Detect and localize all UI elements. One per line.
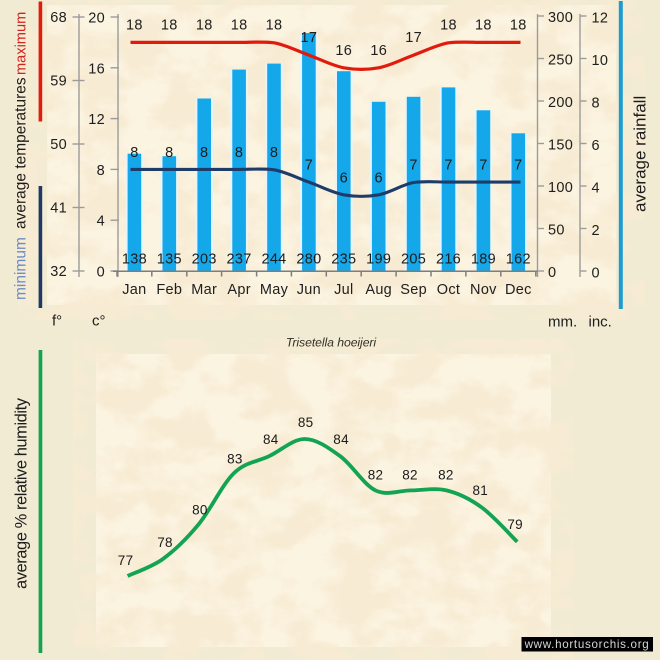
svg-text:135: 135 (157, 252, 182, 268)
svg-text:18: 18 (475, 17, 492, 33)
svg-text:0: 0 (548, 265, 556, 281)
svg-text:7: 7 (444, 158, 452, 174)
svg-text:8: 8 (200, 145, 208, 161)
svg-text:162: 162 (506, 252, 531, 268)
svg-text:Apr: Apr (227, 282, 250, 298)
svg-text:7: 7 (479, 158, 487, 174)
svg-text:78: 78 (157, 535, 173, 550)
svg-text:4: 4 (97, 214, 105, 230)
svg-text:Jul: Jul (334, 282, 353, 298)
svg-text:8: 8 (97, 163, 105, 179)
svg-text:82: 82 (438, 467, 454, 482)
svg-text:Dec: Dec (505, 282, 532, 298)
svg-text:maximum: maximum (14, 12, 30, 75)
svg-text:18: 18 (266, 17, 283, 33)
svg-text:18: 18 (510, 17, 527, 33)
svg-text:0: 0 (97, 265, 105, 281)
svg-text:6: 6 (375, 170, 383, 186)
svg-text:8: 8 (592, 96, 600, 112)
svg-text:7: 7 (305, 158, 313, 174)
svg-text:7: 7 (514, 158, 522, 174)
svg-text:Nov: Nov (470, 282, 497, 298)
svg-text:17: 17 (405, 30, 422, 46)
svg-text:199: 199 (366, 252, 391, 268)
svg-text:189: 189 (471, 252, 496, 268)
svg-text:7: 7 (409, 158, 417, 174)
svg-text:244: 244 (261, 252, 286, 268)
svg-text:200: 200 (548, 95, 573, 111)
svg-text:235: 235 (331, 252, 356, 268)
svg-text:inc.: inc. (589, 314, 612, 331)
svg-text:12: 12 (592, 11, 609, 27)
svg-text:16: 16 (88, 61, 105, 77)
svg-text:c°: c° (92, 313, 106, 330)
svg-text:18: 18 (161, 17, 178, 33)
svg-text:Oct: Oct (437, 282, 460, 298)
svg-text:Feb: Feb (156, 282, 182, 298)
svg-text:Aug: Aug (365, 282, 392, 298)
svg-text:205: 205 (401, 252, 426, 268)
svg-text:average temperatures: average temperatures (13, 77, 30, 229)
svg-text:Mar: Mar (191, 282, 217, 298)
svg-text:Trisetella hoeijeri: Trisetella hoeijeri (286, 336, 378, 350)
svg-text:41: 41 (50, 201, 67, 217)
svg-text:138: 138 (122, 252, 147, 268)
svg-text:18: 18 (231, 17, 248, 33)
svg-text:www.hortusorchis.org: www.hortusorchis.org (524, 638, 650, 651)
svg-text:59: 59 (50, 74, 67, 90)
svg-text:84: 84 (263, 432, 279, 447)
svg-text:237: 237 (227, 252, 252, 268)
svg-text:50: 50 (50, 137, 67, 153)
svg-text:50: 50 (548, 223, 565, 239)
svg-text:18: 18 (126, 17, 143, 33)
svg-text:32: 32 (50, 264, 67, 280)
svg-text:82: 82 (402, 467, 418, 482)
svg-text:8: 8 (165, 145, 173, 161)
svg-text:250: 250 (548, 53, 573, 69)
svg-text:85: 85 (298, 415, 314, 430)
svg-text:minimum: minimum (13, 237, 30, 300)
svg-text:83: 83 (227, 452, 243, 467)
svg-text:82: 82 (368, 467, 384, 482)
svg-text:16: 16 (335, 43, 352, 59)
svg-text:10: 10 (592, 53, 609, 69)
svg-text:20: 20 (88, 11, 105, 27)
svg-text:68: 68 (50, 10, 67, 26)
svg-text:77: 77 (118, 553, 134, 568)
svg-text:average % relative humidity: average % relative humidity (13, 397, 31, 589)
svg-text:0: 0 (592, 266, 600, 282)
svg-text:Jun: Jun (297, 282, 321, 298)
svg-text:17: 17 (301, 30, 318, 46)
svg-text:280: 280 (296, 252, 321, 268)
svg-text:mm.: mm. (548, 314, 577, 331)
svg-text:12: 12 (88, 112, 105, 128)
svg-text:216: 216 (436, 252, 461, 268)
svg-text:100: 100 (548, 180, 573, 196)
svg-text:May: May (260, 282, 289, 298)
svg-text:16: 16 (370, 43, 387, 59)
svg-text:4: 4 (592, 181, 600, 197)
svg-text:2: 2 (592, 223, 600, 239)
svg-text:Jan: Jan (122, 282, 146, 298)
svg-text:300: 300 (548, 10, 573, 26)
svg-text:8: 8 (130, 145, 138, 161)
svg-text:84: 84 (333, 432, 349, 447)
svg-text:8: 8 (235, 145, 243, 161)
svg-text:81: 81 (472, 483, 488, 498)
svg-text:8: 8 (270, 145, 278, 161)
svg-text:Sep: Sep (400, 282, 427, 298)
svg-text:18: 18 (440, 17, 457, 33)
svg-text:80: 80 (192, 503, 208, 518)
svg-text:79: 79 (507, 517, 523, 532)
svg-text:150: 150 (548, 138, 573, 154)
svg-text:f°: f° (52, 313, 62, 330)
svg-text:average rainfall: average rainfall (631, 96, 650, 212)
svg-text:6: 6 (340, 170, 348, 186)
svg-text:6: 6 (592, 138, 600, 154)
svg-text:18: 18 (196, 17, 213, 33)
svg-text:203: 203 (192, 252, 217, 268)
